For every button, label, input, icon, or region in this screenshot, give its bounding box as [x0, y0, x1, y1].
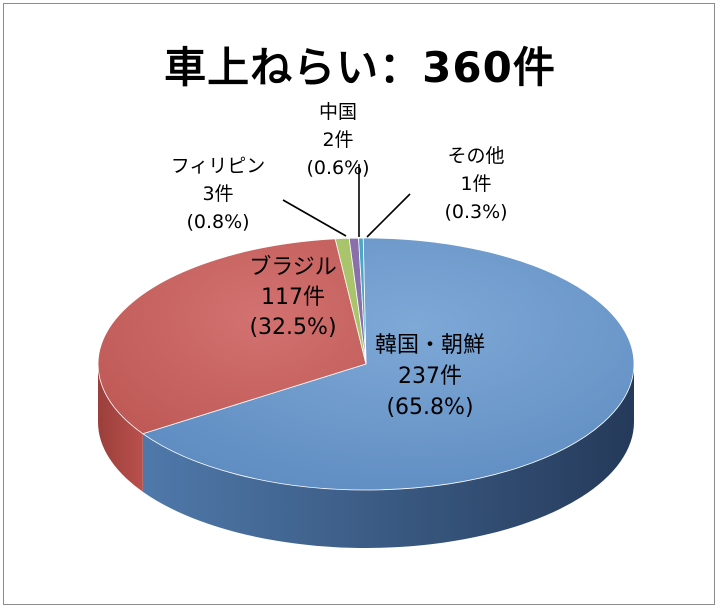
- slice-label-percent-1: (32.5%): [249, 315, 336, 340]
- slice-label-count-4: 1件: [460, 173, 491, 195]
- slice-label-name-3: 中国: [319, 101, 357, 123]
- slice-label-percent-2: (0.8%): [186, 211, 249, 233]
- chart-title: 車上ねらい：360件: [164, 43, 556, 92]
- slice-label-count-3: 2件: [322, 129, 353, 151]
- slice-label-count-0: 237件: [398, 364, 462, 389]
- pie-slice-1: [97, 238, 367, 435]
- pie-slice-4: [358, 237, 367, 365]
- slice-label-name-0: 韓国・朝鮮: [375, 333, 485, 358]
- pie-side-0-0: [142, 364, 635, 549]
- leader-line-2: [282, 199, 347, 237]
- slice-label-name-4: その他: [447, 145, 504, 167]
- leader-line-4: [366, 193, 411, 238]
- slice-label-percent-4: (0.3%): [444, 201, 507, 223]
- slice-label-count-1: 117件: [261, 285, 325, 310]
- slice-label-percent-0: (65.8%): [386, 395, 473, 420]
- slice-label-name-1: ブラジル: [249, 255, 337, 280]
- pie-side-1-0: [98, 364, 143, 492]
- slice-label-name-2: フィリピン: [171, 155, 266, 177]
- slice-label-percent-3: (0.6%): [306, 157, 369, 179]
- pie-slice-0: [141, 237, 635, 491]
- slice-label-count-2: 3件: [202, 183, 233, 205]
